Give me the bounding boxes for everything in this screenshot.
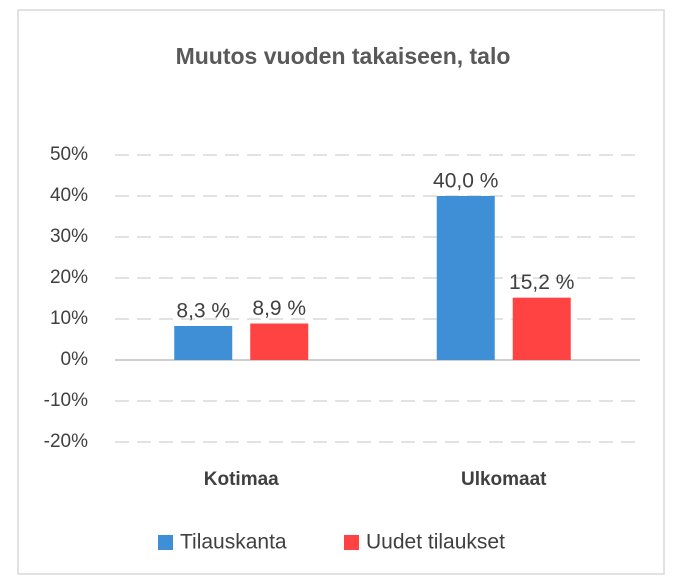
bar — [250, 323, 309, 360]
y-tick-label: 50% — [50, 144, 88, 165]
bar — [512, 297, 571, 360]
bar — [174, 325, 233, 360]
y-tick-label: -20% — [44, 431, 88, 452]
legend-label: Tilauskanta — [180, 531, 287, 554]
legend-swatch — [344, 535, 359, 550]
chart-border — [17, 9, 665, 575]
data-label: 15,2 % — [509, 271, 574, 294]
legend-swatch — [158, 535, 173, 550]
data-label: 8,9 % — [252, 297, 306, 320]
x-tick-label: Ulkomaat — [461, 469, 547, 490]
y-tick-label: 30% — [50, 226, 88, 247]
bar — [436, 196, 495, 360]
chart-title: Muutos vuoden takaiseen, talo — [176, 43, 511, 69]
data-label: 40,0 % — [433, 170, 498, 193]
y-tick-label: 20% — [50, 267, 88, 288]
y-tick-label: 0% — [61, 349, 89, 370]
legend-label: Uudet tilaukset — [366, 531, 505, 554]
data-label: 8,3 % — [176, 300, 230, 323]
y-tick-label: 40% — [50, 185, 88, 206]
x-tick-label: Kotimaa — [204, 469, 279, 490]
y-tick-label: -10% — [44, 390, 88, 411]
y-tick-label: 10% — [50, 308, 88, 329]
